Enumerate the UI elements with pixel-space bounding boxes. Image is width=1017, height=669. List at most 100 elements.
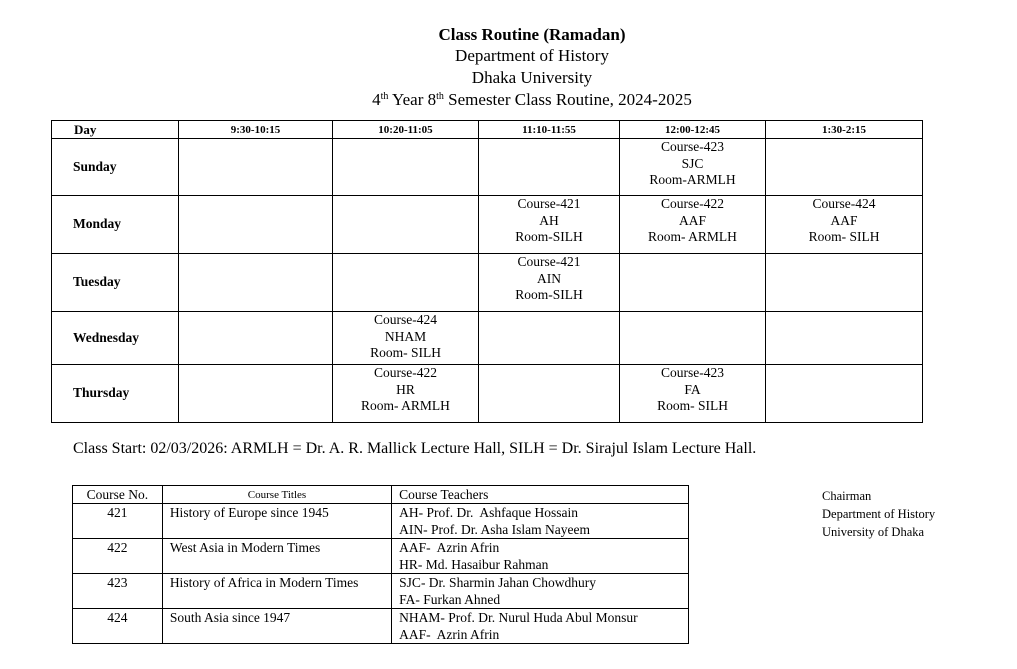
routine-cell: [178, 195, 333, 254]
course-row: 424 South Asia since 1947 NHAM- Prof. Dr. …: [72, 608, 689, 644]
time-slot-header: 9:30-10:15: [178, 120, 333, 139]
class-teacher: FA: [684, 381, 701, 397]
signature-department: Department of History: [822, 507, 936, 521]
class-room: Room- SILH: [657, 398, 728, 413]
class-course: Course-424: [812, 196, 876, 211]
class-start-note: Class Start: 02/03/2026: ARMLH = Dr. A. …: [73, 440, 757, 457]
class-course: Course-424: [374, 312, 437, 327]
course-teachers: AH- Prof. Dr. Ashfaque Hossain AIN- Prof.…: [391, 503, 689, 539]
day-label: Sunday: [51, 138, 179, 196]
routine-cell: [478, 364, 620, 423]
university-name: Dhaka University: [471, 68, 593, 87]
semester-text: Semester Class Routine, 2024-2025: [443, 90, 692, 109]
day-label: Tuesday: [51, 253, 179, 312]
class-teacher: SJC: [681, 155, 704, 171]
course-title: History of Africa in Modern Times: [161, 573, 393, 609]
semester-number: 8: [427, 90, 437, 109]
routine-row: Wednesday Course-424 NHAM Room- SILH: [51, 311, 923, 365]
routine-cell: Course-423 SJC Room-ARMLH: [619, 138, 766, 196]
course-number: 424: [72, 608, 163, 644]
routine-cell: [332, 138, 479, 196]
routine-cell: Course-421 AH Room-SILH: [478, 195, 620, 254]
routine-row: Tuesday Course-421 AIN Room-SILH: [51, 253, 923, 312]
class-teacher: AAF: [830, 212, 858, 228]
class-course: Course-422: [374, 365, 437, 380]
class-routine-table: Day 9:30-10:15 10:20-11:05 11:10-11:55 12:0…: [51, 120, 923, 423]
routine-row: Sunday Course-423 SJC Room-ARMLH: [51, 138, 923, 196]
routine-cell: [178, 364, 333, 423]
course-number: 422: [72, 538, 163, 574]
course-teachers-header: Course Teachers: [391, 485, 689, 504]
class-teacher: AAF: [678, 212, 706, 228]
course-row: 423 History of Africa in Modern Times SJC-…: [72, 573, 689, 609]
signature-role: Chairman: [822, 489, 872, 503]
routine-cell: [619, 253, 766, 312]
class-room: Room-SILH: [515, 287, 583, 302]
routine-cell: [765, 311, 923, 365]
routine-cell: [765, 253, 923, 312]
course-title: South Asia since 1947: [161, 608, 393, 644]
day-label: Thursday: [51, 364, 179, 423]
day-label: Monday: [51, 195, 179, 254]
routine-cell: [332, 253, 479, 312]
course-row: 422 West Asia in Modern Times AAF- Azrin A…: [72, 538, 689, 574]
class-course: Course-421: [517, 196, 581, 211]
teacher-entry: NHAM- Prof. Dr. Nurul Huda Abul Monsur: [399, 610, 638, 625]
routine-cell: [178, 311, 333, 365]
teacher-entry: SJC- Dr. Sharmin Jahan Chowdhury: [399, 575, 597, 590]
routine-cell: Course-422 HR Room- ARMLH: [332, 364, 479, 423]
signature-university: University of Dhaka: [822, 525, 925, 539]
course-teachers: NHAM- Prof. Dr. Nurul Huda Abul Monsur AA…: [391, 608, 689, 644]
routine-cell: Course-421 AIN Room-SILH: [478, 253, 620, 312]
class-course: Course-421: [517, 254, 581, 269]
routine-cell: [619, 311, 766, 365]
class-course: Course-423: [661, 365, 724, 380]
routine-cell: Course-423 FA Room- SILH: [619, 364, 766, 423]
routine-cell: Course-424 NHAM Room- SILH: [332, 311, 479, 365]
class-teacher: AIN: [537, 270, 561, 286]
course-teachers: AAF- Azrin Afrin HR- Md. Hasaibur Rahman: [391, 538, 689, 574]
teacher-entry: AIN- Prof. Dr. Asha Islam Nayeem: [399, 522, 591, 537]
routine-cell: [478, 311, 620, 365]
signature-block: Chairman Department of History Universit…: [822, 487, 935, 541]
course-header-row: Course No. Course Titles Course Teachers: [72, 485, 689, 504]
class-course: Course-423: [661, 139, 724, 154]
class-teacher: NHAM: [384, 328, 427, 344]
routine-row: Thursday Course-422 HR Room- ARMLH Course-42…: [51, 364, 923, 423]
routine-subtitle: 4th Year 8th Semester Class Routine, 202…: [0, 90, 1017, 110]
document-title: Class Routine (Ramadan): [438, 25, 626, 44]
routine-cell: Course-424 AAF Room- SILH: [765, 195, 923, 254]
course-title-header: Course Titles: [161, 485, 393, 504]
course-teachers: SJC- Dr. Sharmin Jahan Chowdhury FA- Furk…: [391, 573, 689, 609]
department-name: Department of History: [455, 46, 609, 65]
class-room: Room- SILH: [808, 229, 880, 244]
class-room: Room-ARMLH: [649, 172, 736, 187]
course-number: 421: [72, 503, 163, 539]
routine-header-row: Day 9:30-10:15 10:20-11:05 11:10-11:55 12:0…: [51, 120, 923, 139]
year-word: Year: [388, 90, 428, 109]
class-teacher: HR: [396, 381, 415, 397]
year-number: 4: [372, 90, 381, 109]
course-title: West Asia in Modern Times: [161, 538, 393, 574]
class-room: Room- SILH: [370, 345, 441, 360]
course-no-header: Course No.: [72, 485, 163, 504]
semester-suffix: th: [436, 91, 444, 102]
routine-cell: [765, 138, 923, 196]
class-teacher: AH: [539, 212, 559, 228]
time-slot-header: 11:10-11:55: [478, 120, 620, 139]
course-title: History of Europe since 1945: [161, 503, 393, 539]
class-course: Course-422: [661, 196, 724, 211]
teacher-entry: AAF- Azrin Afrin: [399, 627, 500, 642]
day-column-header: Day: [51, 120, 179, 139]
teacher-entry: AH- Prof. Dr. Ashfaque Hossain: [399, 505, 579, 520]
routine-cell: [332, 195, 479, 254]
routine-cell: Course-422 AAF Room- ARMLH: [619, 195, 766, 254]
time-slot-header: 1:30-2:15: [765, 120, 923, 139]
routine-cell: [765, 364, 923, 423]
course-row: 421 History of Europe since 1945 AH- Prof.…: [72, 503, 689, 539]
class-room: Room- ARMLH: [648, 229, 737, 244]
teacher-entry: HR- Md. Hasaibur Rahman: [399, 557, 549, 572]
day-label: Wednesday: [51, 311, 179, 365]
routine-row: Monday Course-421 AH Room-SILH Course-422 AAF…: [51, 195, 923, 254]
course-number: 423: [72, 573, 163, 609]
